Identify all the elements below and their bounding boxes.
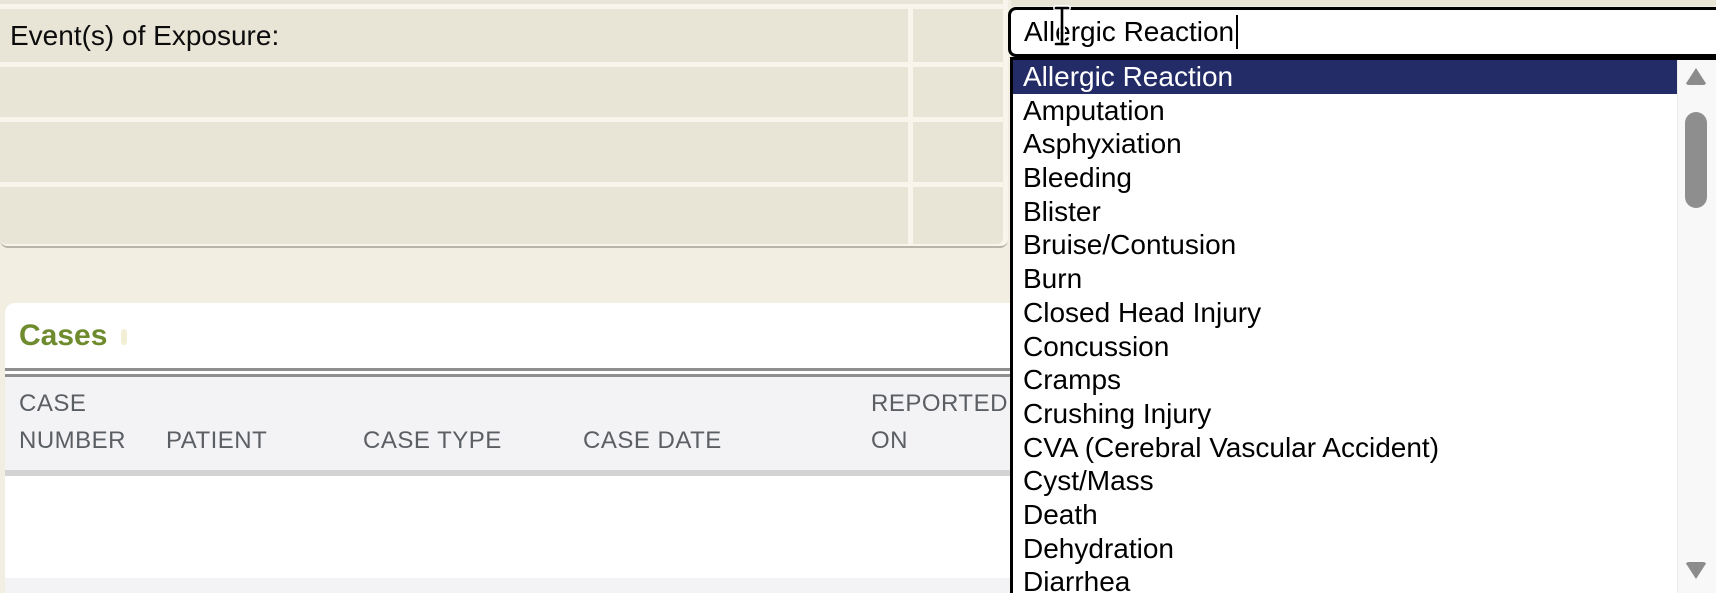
- listbox-option[interactable]: Closed Head Injury: [1023, 296, 1262, 328]
- form-row: [0, 187, 1003, 244]
- scroll-down-arrow-icon[interactable]: [1685, 562, 1707, 579]
- exposure-form-panel: Event(s) of Exposure:: [0, 0, 1008, 248]
- scroll-up-arrow-icon[interactable]: [1685, 68, 1707, 85]
- form-panel-top-strip-right: [1011, 0, 1716, 6]
- listbox-option[interactable]: Cramps: [1023, 364, 1122, 396]
- listbox-option[interactable]: Asphyxiation: [1023, 128, 1182, 160]
- column-header-reported-on[interactable]: REPORTED ON: [871, 390, 1008, 454]
- text-caret: [1236, 15, 1239, 49]
- listbox-option[interactable]: Bleeding: [1023, 162, 1132, 194]
- cases-title-accent: [121, 329, 128, 345]
- form-row-exposure: Event(s) of Exposure:: [0, 9, 1003, 62]
- form-panel-top-strip: [0, 0, 1003, 4]
- listbox-option[interactable]: Dehydration: [1023, 532, 1174, 564]
- exposure-listbox-options: Allergic Reaction Amputation Asphyxiation B…: [1013, 60, 1678, 593]
- column-header-case-type[interactable]: CASE TYPE: [363, 427, 502, 454]
- exposure-label: Event(s) of Exposure:: [10, 20, 280, 51]
- scroll-thumb[interactable]: [1685, 112, 1707, 208]
- column-header-case-number[interactable]: CASE NUMBER: [19, 390, 127, 454]
- column-header-patient[interactable]: PATIENT: [166, 427, 268, 454]
- table-header-divider: [5, 470, 1716, 476]
- ibeam-cursor-icon: [1053, 5, 1071, 47]
- listbox-option[interactable]: Amputation: [1023, 94, 1165, 126]
- listbox-option[interactable]: Blister: [1023, 195, 1101, 227]
- listbox-option[interactable]: Crushing Injury: [1023, 397, 1212, 429]
- form-column-separator: [908, 9, 913, 244]
- cases-section-title: Cases: [19, 317, 128, 355]
- listbox-option[interactable]: Cyst/Mass: [1023, 465, 1154, 497]
- section-divider: [5, 368, 1716, 377]
- listbox-scrollbar[interactable]: [1677, 60, 1716, 593]
- listbox-option[interactable]: Concussion: [1023, 330, 1170, 362]
- exposure-listbox: Allergic Reaction Amputation Asphyxiation B…: [1010, 57, 1716, 593]
- listbox-option[interactable]: Bruise/Contusion: [1023, 229, 1237, 261]
- column-header-case-date[interactable]: CASE DATE: [583, 427, 722, 454]
- form-row: [0, 122, 1003, 182]
- listbox-option[interactable]: CVA (Cerebral Vascular Accident): [1023, 431, 1440, 463]
- form-row: [0, 67, 1003, 117]
- exposure-input[interactable]: Allergic Reaction: [1008, 7, 1716, 57]
- listbox-option[interactable]: Allergic Reaction: [1013, 60, 1678, 94]
- listbox-option[interactable]: Burn: [1023, 263, 1083, 295]
- cases-title-text: Cases: [19, 319, 108, 352]
- listbox-option[interactable]: Death: [1023, 498, 1098, 530]
- listbox-option[interactable]: Diarrhea: [1023, 566, 1131, 593]
